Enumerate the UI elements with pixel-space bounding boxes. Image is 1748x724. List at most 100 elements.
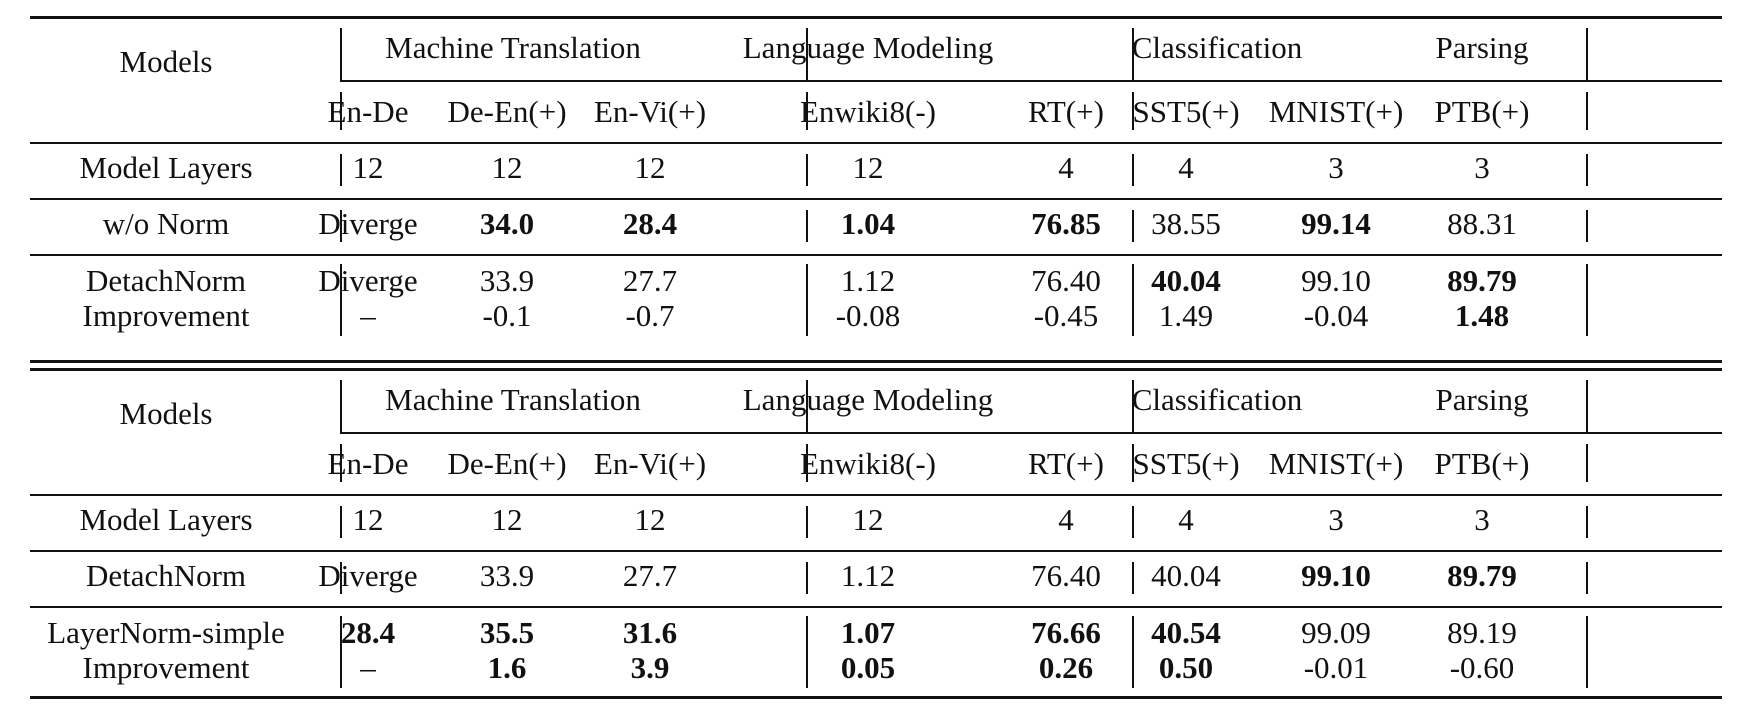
column-separator <box>806 444 808 482</box>
table-cell: 12 <box>491 502 523 537</box>
column-separator <box>1132 616 1134 688</box>
column-separator <box>1586 92 1588 130</box>
group-header-rule <box>340 80 1722 82</box>
table-cell: 3 <box>1474 502 1490 537</box>
column-separator <box>340 210 342 242</box>
table-cell: 33.9 <box>479 558 535 593</box>
table-cell: -0.45 <box>1033 298 1099 333</box>
group-header: Classification <box>1131 30 1303 65</box>
table-cell: 99.14 <box>1301 206 1371 241</box>
column-header: MNIST(+) <box>1268 446 1404 481</box>
table-cell: 99.10 <box>1301 558 1371 593</box>
column-separator <box>806 92 808 130</box>
column-separator <box>1132 444 1134 482</box>
column-separator <box>1132 562 1134 594</box>
table-cell: 1.12 <box>840 558 896 593</box>
group-header: Language Modeling <box>742 30 994 65</box>
table-cell: 35.5 <box>479 615 535 650</box>
header-rule <box>30 494 1722 496</box>
table-cell: 76.66 <box>1031 615 1101 650</box>
column-separator <box>806 210 808 242</box>
table-cell: Diverge <box>318 558 418 593</box>
table-cell: 1.07 <box>840 615 896 650</box>
table-cell: Diverge <box>318 263 418 298</box>
group-header: Parsing <box>1435 382 1529 417</box>
column-separator <box>806 264 808 336</box>
table-cell: 38.55 <box>1151 206 1221 241</box>
row-label: w/o Norm <box>102 206 230 241</box>
column-separator <box>340 264 342 336</box>
column-separator <box>1132 264 1134 336</box>
table-cell: 34.0 <box>479 206 535 241</box>
table-cell: 27.7 <box>622 263 678 298</box>
column-separator <box>340 380 342 432</box>
column-separator <box>340 616 342 688</box>
table-cell: 0.05 <box>840 650 896 685</box>
column-separator <box>1586 264 1588 336</box>
table-top-rule <box>30 368 1722 371</box>
row-label: Improvement <box>82 298 250 333</box>
table-cell: 4 <box>1178 150 1194 185</box>
column-separator <box>1586 616 1588 688</box>
column-separator <box>1132 92 1134 130</box>
header-rule <box>30 142 1722 144</box>
table-cell: 12 <box>352 150 384 185</box>
table-cell: 89.19 <box>1447 615 1517 650</box>
column-header: SST5(+) <box>1132 446 1240 481</box>
table-cell: 12 <box>852 150 884 185</box>
row-label: Model Layers <box>79 150 253 185</box>
table-cell: 33.9 <box>479 263 535 298</box>
table-cell: 12 <box>634 502 666 537</box>
group-header: Parsing <box>1435 30 1529 65</box>
column-header: RT(+) <box>1028 94 1104 129</box>
table-cell: 3 <box>1474 150 1490 185</box>
table-cell: 40.04 <box>1151 263 1221 298</box>
table-cell: -0.60 <box>1449 650 1515 685</box>
column-separator <box>340 92 342 130</box>
column-separator <box>1586 444 1588 482</box>
models-header: Models <box>119 396 213 431</box>
table-cell: 1.6 <box>487 650 527 685</box>
column-separator <box>806 154 808 186</box>
column-separator <box>1132 28 1134 80</box>
table-cell: -0.08 <box>835 298 901 333</box>
table-cell: 40.54 <box>1151 615 1221 650</box>
column-header: RT(+) <box>1028 446 1104 481</box>
column-separator <box>1586 210 1588 242</box>
table-cell: -0.01 <box>1303 650 1369 685</box>
column-separator <box>1586 506 1588 538</box>
table-cell: -0.7 <box>625 298 675 333</box>
table-cell: 1.12 <box>840 263 896 298</box>
table-cell: 4 <box>1178 502 1194 537</box>
column-header: En-Vi(+) <box>593 94 707 129</box>
group-header: Classification <box>1131 382 1303 417</box>
column-separator <box>340 28 342 80</box>
column-separator <box>340 444 342 482</box>
column-separator <box>1132 380 1134 432</box>
column-separator <box>806 380 808 432</box>
column-header: En-Vi(+) <box>593 446 707 481</box>
table-cell: 89.79 <box>1447 263 1517 298</box>
table-cell: 3 <box>1328 502 1344 537</box>
group-header: Machine Translation <box>385 382 641 417</box>
column-separator <box>1586 28 1588 80</box>
table-cell: 4 <box>1058 502 1074 537</box>
group-header-rule <box>340 432 1722 434</box>
column-separator <box>340 154 342 186</box>
column-header: Enwiki8(-) <box>799 446 937 481</box>
column-separator <box>1586 562 1588 594</box>
table-cell: 88.31 <box>1447 206 1517 241</box>
column-separator <box>1586 380 1588 432</box>
table-cell: 76.40 <box>1031 263 1101 298</box>
table-cell: 12 <box>852 502 884 537</box>
table-cell: 40.04 <box>1151 558 1221 593</box>
table-cell: 3 <box>1328 150 1344 185</box>
models-header: Models <box>119 44 213 79</box>
table-cell: 31.6 <box>622 615 678 650</box>
table-cell: 1.49 <box>1158 298 1214 333</box>
column-separator <box>340 506 342 538</box>
column-header: Enwiki8(-) <box>799 94 937 129</box>
table-cell: 76.40 <box>1031 558 1101 593</box>
table-cell: 1.48 <box>1454 298 1510 333</box>
